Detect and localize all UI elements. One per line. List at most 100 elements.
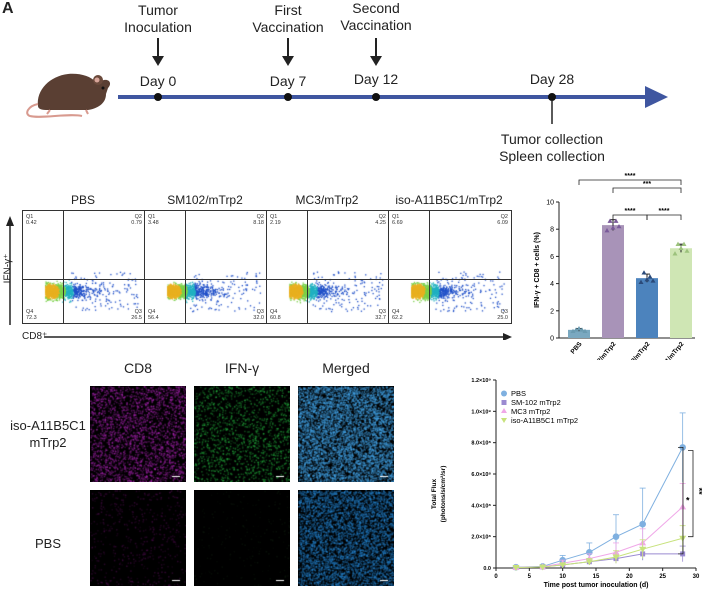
q-value: 32.7 — [375, 315, 386, 321]
bar-significance-label: *** — [643, 181, 651, 188]
legend-label: MC3 mTrp2 — [511, 407, 550, 416]
bar-point — [678, 245, 684, 251]
bar-category-label: PBS — [570, 340, 584, 355]
bar — [568, 329, 590, 338]
line-y-label-1: Total Flux — [431, 479, 438, 510]
q-value: 72.3 — [26, 315, 37, 321]
series-point — [539, 564, 547, 571]
day-28-label: Day 28 — [529, 71, 575, 87]
bar-y-tick-label: 4 — [550, 281, 554, 288]
flow-title-iso: iso-A11B5C1/mTrp2 — [395, 193, 503, 207]
legend-marker — [501, 400, 507, 405]
q-label: Q2 — [378, 214, 386, 220]
bar-y-tick-label: 8 — [550, 227, 554, 234]
bar-significance-bracket — [612, 187, 682, 193]
flow-axes — [6, 216, 512, 340]
q-value: 62.2 — [392, 315, 403, 321]
line-x-tick-label: 5 — [528, 574, 532, 580]
timeline-diagram — [26, 38, 668, 124]
bar-point — [604, 228, 610, 233]
bar-point — [610, 225, 616, 230]
series-point — [612, 554, 620, 561]
flow-scatter — [267, 211, 389, 323]
flow-plot-pbs: Q1 0.42 Q2 0.79 Q4 72.3 Q3 26.5 — [22, 210, 146, 324]
timeline-arrowhead — [645, 86, 668, 108]
line-x-tick-label: 0 — [494, 574, 498, 580]
day-0-label: Day 0 — [139, 73, 177, 89]
line-y-tick-label: 1.2×10⁹ — [471, 378, 491, 384]
legend-marker — [501, 408, 507, 413]
bar-point — [681, 241, 687, 246]
q-label: Q3 — [134, 309, 142, 315]
line-x-tick-label: 20 — [626, 574, 633, 580]
legend-label: PBS — [511, 389, 526, 398]
bar-significance-label: **** — [659, 208, 670, 215]
bar-point — [638, 279, 644, 285]
bar-point — [616, 223, 622, 229]
line-y-tick-label: 0.0 — [483, 566, 491, 572]
micro-iso-ifng — [194, 386, 290, 482]
bar-point — [582, 328, 588, 333]
q-label: Q4 — [392, 309, 400, 315]
bar-significance-bracket — [612, 214, 648, 220]
q-value: 6.09 — [497, 220, 508, 226]
q-label: Q1 — [392, 214, 400, 220]
q-value: 2.19 — [270, 220, 281, 226]
bar-significance-label: **** — [625, 208, 636, 215]
q-label: Q2 — [256, 214, 264, 220]
micro-col-ifng: IFN-γ — [224, 360, 260, 376]
flow-title-pbs: PBS — [70, 193, 95, 207]
bar-point — [576, 325, 582, 331]
line-significance-label: * — [686, 496, 690, 506]
series-point — [512, 565, 520, 572]
q-value: 8.18 — [253, 220, 264, 226]
line-significance-bracket — [678, 446, 684, 555]
bar-point — [675, 241, 681, 246]
bar-category-label: MC3/mTrp2 — [624, 340, 652, 360]
q-label: Q1 — [148, 214, 156, 220]
q-label: Q4 — [26, 309, 34, 315]
bar-point — [573, 327, 579, 332]
bar — [602, 225, 624, 338]
line-significance-label: ** — [694, 488, 702, 496]
q-label: Q2 — [134, 214, 142, 220]
micro-iso-merged — [298, 386, 394, 482]
q-value: 56.4 — [148, 315, 159, 321]
collection-label: Tumor collection Spleen collection — [499, 131, 605, 164]
line-y-tick-label: 1.0×10⁹ — [471, 409, 491, 415]
micro-col-cd8: CD8 — [123, 360, 152, 376]
bar-point — [647, 274, 653, 279]
bar — [636, 278, 658, 338]
bar-significance-label: **** — [625, 173, 636, 180]
day-12-label: Day 12 — [353, 71, 399, 87]
q-label: Q3 — [256, 309, 264, 315]
bar-point — [684, 248, 690, 253]
q-value: 60.8 — [270, 315, 281, 321]
q-label: Q2 — [500, 214, 508, 220]
micro-col-merged: Merged — [322, 360, 370, 376]
q-value: 26.5 — [131, 315, 142, 321]
line-x-tick-label: 30 — [693, 574, 700, 580]
series-point — [639, 520, 646, 528]
line-y-tick-label: 4.0×10⁸ — [471, 503, 491, 509]
bar-point — [672, 251, 678, 256]
bar-point — [641, 270, 647, 275]
series-point — [559, 562, 567, 569]
flow-y-label: IFN-γ⁺ — [2, 253, 14, 284]
flow-title-sm102: SM102/mTrp2 — [167, 193, 243, 207]
flow-plot-sm102: Q1 3.48 Q2 8.18 Q4 56.4 Q3 32.0 — [144, 210, 268, 324]
bar-point — [607, 218, 613, 223]
panel-letter: A — [2, 0, 14, 17]
q-value: 4.25 — [375, 220, 386, 226]
line-x-label: Time post tumor inoculation (d) — [544, 582, 649, 589]
flow-scatter — [145, 211, 267, 323]
flow-title-mc3: MC3/mTrp2 — [295, 193, 359, 207]
bar-point — [644, 277, 650, 282]
flow-scatter — [389, 211, 511, 323]
q-label: Q4 — [270, 309, 278, 315]
legend-marker — [501, 390, 507, 397]
bar-y-tick-label: 0 — [550, 336, 554, 343]
series-point — [639, 546, 647, 553]
line-x-tick-label: 15 — [593, 574, 600, 580]
line-y-label-2: (photons/s/cm²/sr) — [440, 466, 447, 523]
